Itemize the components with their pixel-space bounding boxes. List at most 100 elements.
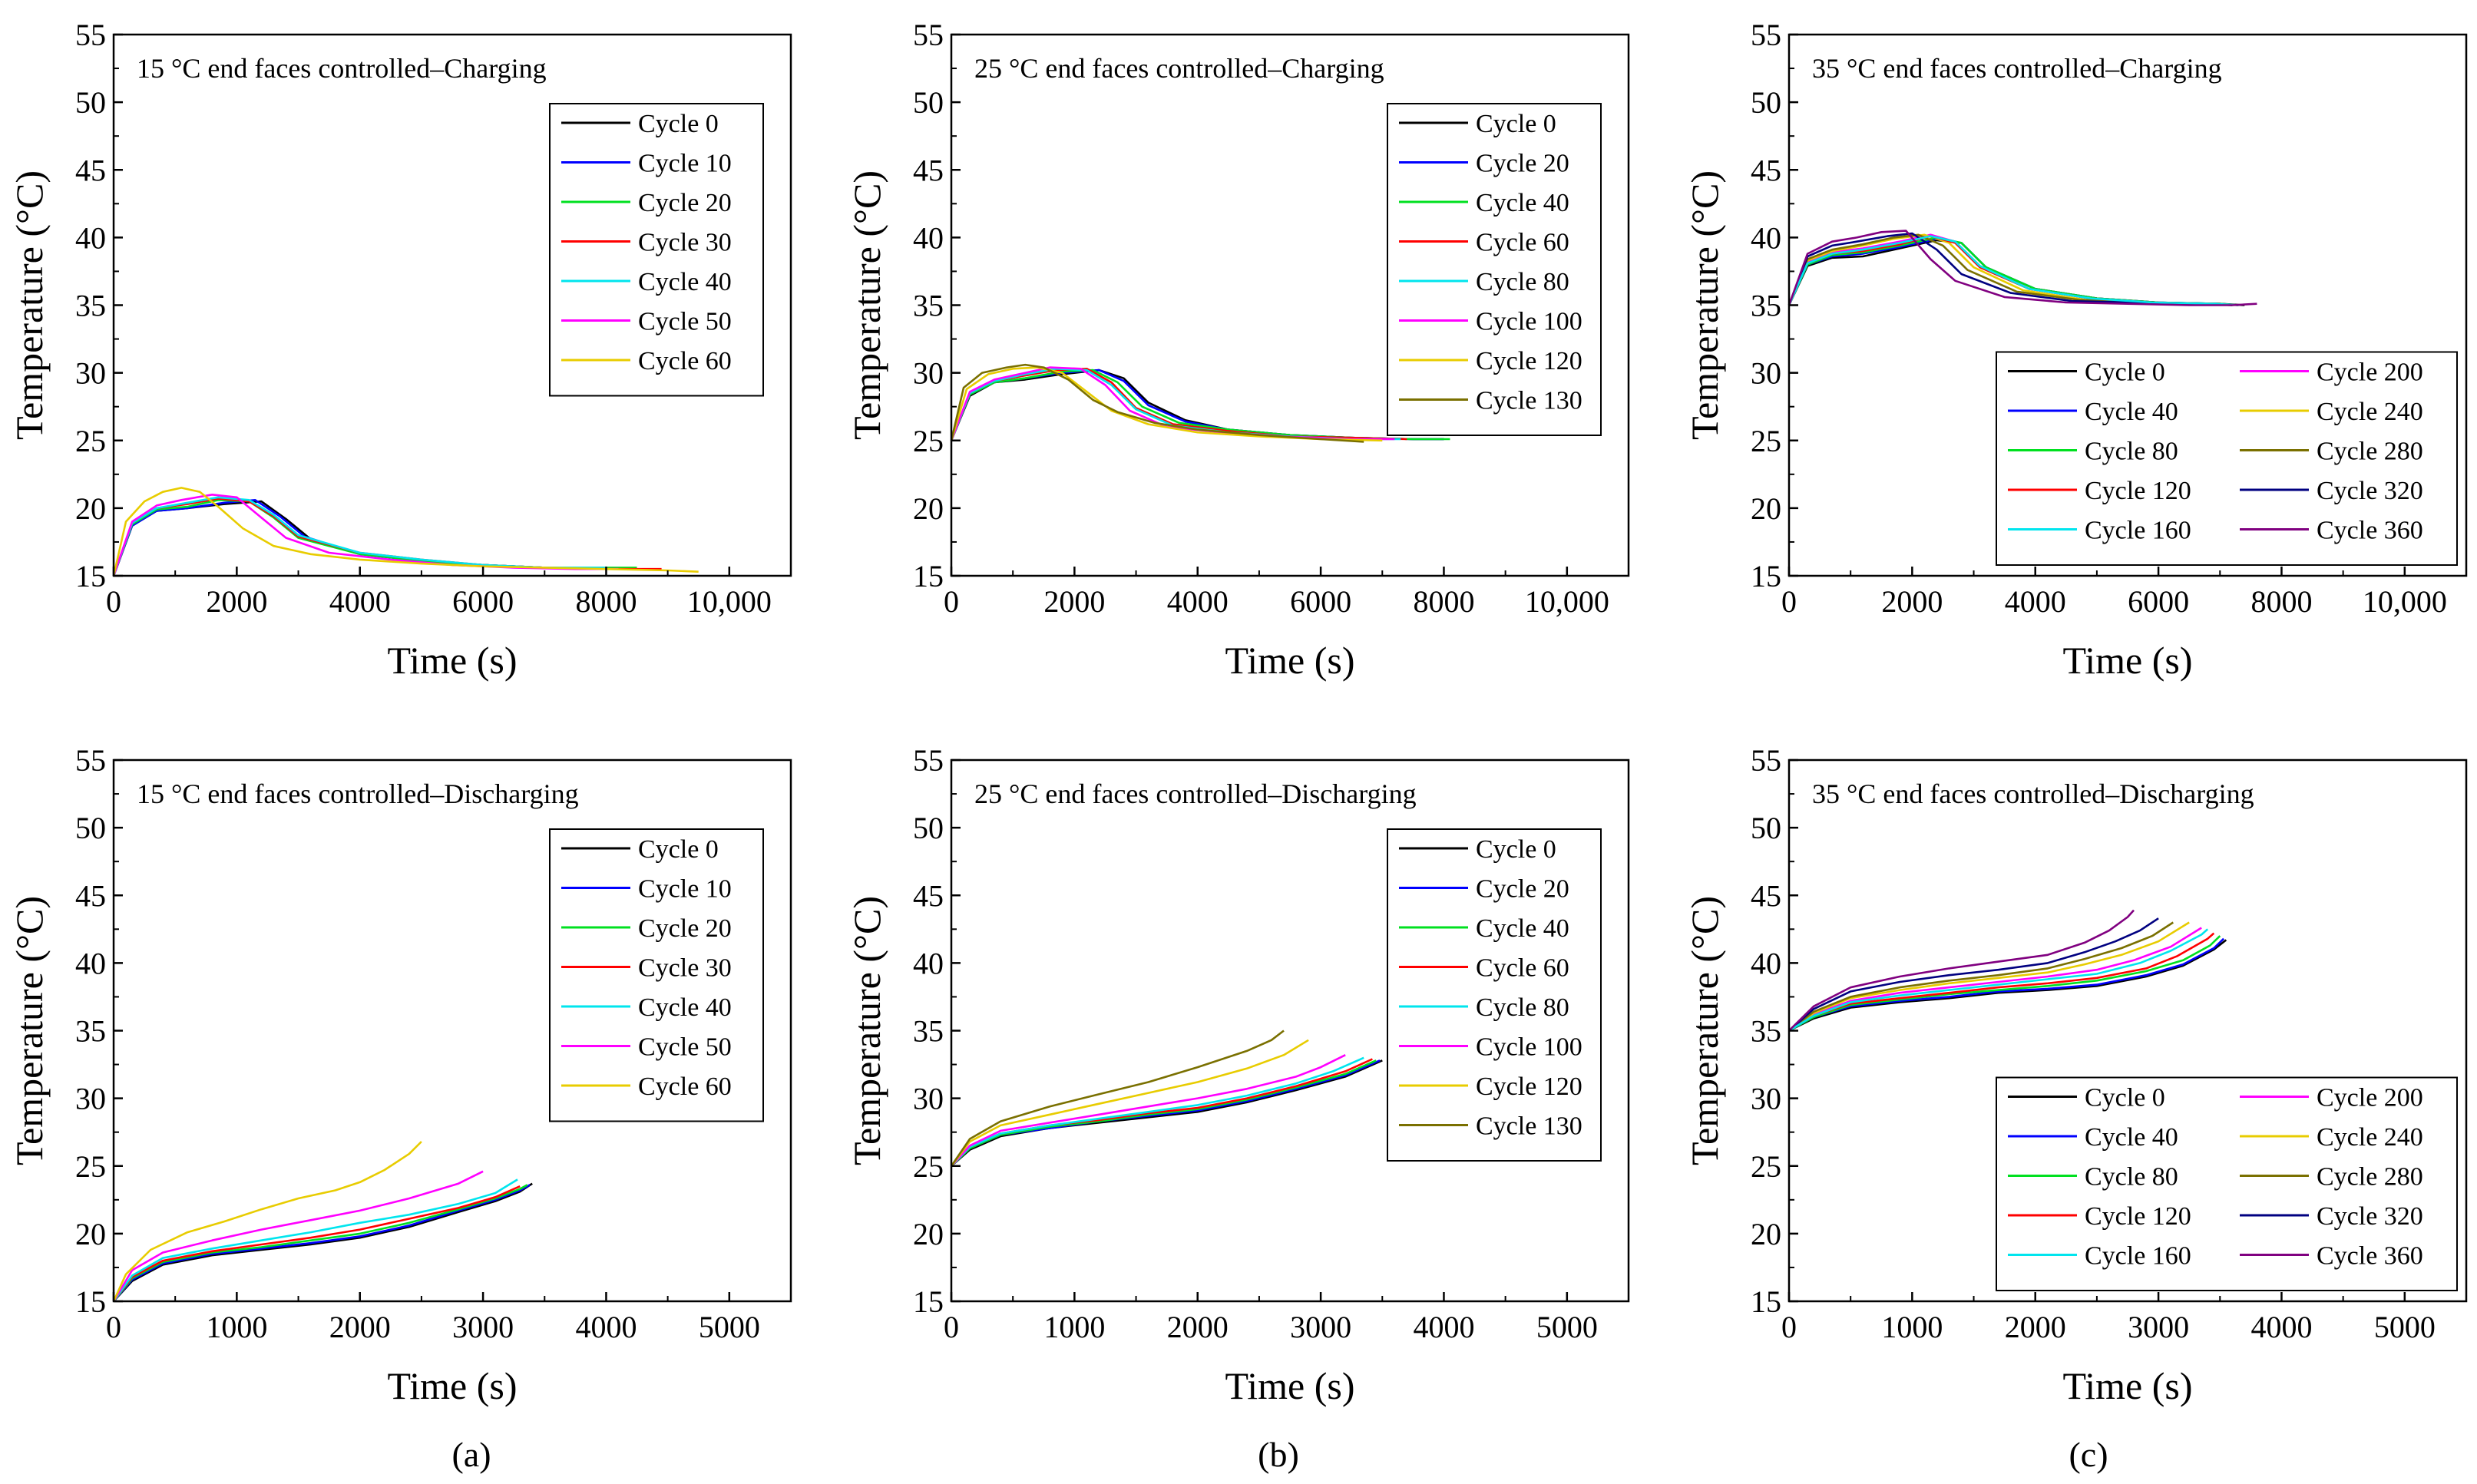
x-tick-label: 6000 (1290, 584, 1351, 619)
y-tick-label: 50 (1751, 811, 1781, 845)
x-tick-label: 5000 (1536, 1310, 1598, 1344)
legend-item-label: Cycle 240 (2317, 1123, 2423, 1152)
series-line-cycle-280 (1787, 233, 2233, 306)
y-tick-label: 35 (1751, 289, 1781, 323)
y-tick-label: 40 (913, 946, 944, 980)
x-tick-label: 10,000 (2363, 584, 2447, 619)
y-tick-label: 30 (1751, 356, 1781, 391)
panel-title: 35 °C end faces controlled–Charging (1812, 53, 2222, 84)
legend-box (549, 828, 764, 1122)
series-line-cycle-360 (1788, 909, 2135, 1032)
legend-item-label: Cycle 160 (2085, 517, 2191, 545)
x-tick-label: 3000 (2128, 1310, 2189, 1344)
y-tick-label: 35 (1751, 1014, 1781, 1049)
legend-item-label: Cycle 30 (638, 954, 732, 983)
legend-item-label: Cycle 320 (2317, 1202, 2423, 1231)
series-line-cycle-80 (951, 1056, 1364, 1167)
series-group (1788, 909, 2227, 1032)
chart-c-discharging: 0 1000 2000 3000 4000 5000 15 20 25 30 35 40 45 50 55 T… (1683, 743, 2468, 1407)
y-tick-label: 55 (75, 18, 106, 52)
chart-a-charging: 0 2000 4000 6000 8000 10,000 15 20 25 30 35 40 45 50 5… (8, 18, 792, 682)
series-line-cycle-0 (112, 500, 625, 577)
x-tick-label: 8000 (2250, 584, 2312, 619)
y-tick-label: 45 (1751, 153, 1781, 187)
legend-item-label: Cycle 40 (2085, 398, 2178, 426)
legend-item-label: Cycle 20 (1476, 875, 1569, 904)
x-tick-label: 4000 (1413, 1310, 1474, 1344)
series-line-cycle-160 (1788, 928, 2209, 1032)
legend-item-label: Cycle 120 (1476, 1073, 1582, 1101)
series-line-cycle-160 (1787, 235, 2239, 306)
legend-item-label: Cycle 80 (2085, 1163, 2178, 1191)
legend-item-label: Cycle 360 (2317, 1242, 2423, 1271)
legend-item-label: Cycle 0 (1476, 110, 1556, 138)
series-line-cycle-40 (112, 1178, 518, 1302)
panel-title: 15 °C end faces controlled–Discharging (137, 778, 579, 809)
legend-item-label: Cycle 130 (1476, 1112, 1582, 1141)
legend-item-label: Cycle 320 (2317, 477, 2423, 505)
y-tick-label: 45 (75, 878, 106, 913)
panel-title: 35 °C end faces controlled–Discharging (1812, 778, 2254, 809)
x-tick-label: 0 (1781, 584, 1797, 619)
x-axis-label: Time (s) (387, 639, 517, 682)
y-tick-label: 50 (913, 811, 944, 845)
y-tick-label: 50 (1751, 85, 1781, 120)
x-tick-label: 3000 (452, 1310, 514, 1344)
legend-item-label: Cycle 80 (1476, 993, 1569, 1022)
x-tick-label: 4000 (2250, 1310, 2312, 1344)
panel-letter-c: (c) (2069, 1435, 2108, 1474)
series-line-cycle-320 (1787, 232, 2233, 306)
y-tick-label: 25 (75, 1149, 106, 1184)
y-tick-label: 15 (913, 559, 944, 593)
series-line-cycle-30 (112, 497, 662, 577)
legend-item-label: Cycle 120 (1476, 347, 1582, 375)
y-tick-label: 55 (1751, 18, 1781, 52)
series-line-cycle-60 (112, 487, 699, 577)
legend: Cycle 0 Cycle 20 Cycle 40 Cycle 60 Cycle 80 C… (1387, 828, 1602, 1162)
x-tick-label: 1000 (1881, 1310, 1943, 1344)
y-tick-label: 20 (75, 491, 106, 526)
legend-item-label: Cycle 120 (2085, 477, 2191, 505)
x-axis-label: Time (s) (2062, 1364, 2192, 1407)
y-axis-label: Temperature (°C) (8, 896, 51, 1165)
series-line-cycle-40 (1788, 937, 2225, 1032)
panel-letter-a: (a) (451, 1435, 491, 1474)
series-line-cycle-280 (1788, 921, 2174, 1032)
series-line-cycle-360 (1787, 230, 2257, 306)
series-line-cycle-10 (113, 1184, 531, 1302)
y-tick-label: 15 (1751, 1284, 1781, 1319)
legend-item-label: Cycle 40 (1476, 914, 1569, 943)
y-tick-label: 25 (913, 424, 944, 458)
legend-item-label: Cycle 20 (638, 189, 732, 217)
y-tick-label: 15 (1751, 559, 1781, 593)
x-tick-label: 0 (1781, 1310, 1797, 1344)
x-tick-label: 2000 (1043, 584, 1105, 619)
y-tick-label: 15 (913, 1284, 944, 1319)
series-line-cycle-30 (112, 1185, 521, 1302)
panels: 0 2000 4000 6000 8000 10,00015202530354045505… (8, 18, 2468, 1407)
x-tick-label: 2000 (206, 584, 267, 619)
y-tick-label: 20 (75, 1217, 106, 1251)
series-line-cycle-20 (112, 498, 637, 577)
legend-item-label: Cycle 60 (1476, 954, 1569, 983)
legend-item-label: Cycle 280 (2317, 438, 2423, 466)
x-tick-label: 0 (944, 584, 959, 619)
y-tick-label: 20 (913, 491, 944, 526)
legend: Cycle 0 Cycle 200 Cycle 40 Cycle 240 Cycle 8… (1996, 1076, 2458, 1291)
legend-item-label: Cycle 40 (638, 268, 732, 296)
series-line-cycle-0 (951, 1059, 1383, 1167)
x-tick-label: 1000 (1043, 1310, 1105, 1344)
x-tick-label: 3000 (1290, 1310, 1351, 1344)
x-tick-label: 5000 (2374, 1310, 2436, 1344)
y-tick-label: 25 (913, 1149, 944, 1184)
legend: Cycle 0 Cycle 20 Cycle 40 Cycle 60 Cycle 80 C… (1387, 103, 1602, 436)
x-tick-label: 5000 (699, 1310, 760, 1344)
legend-item-label: Cycle 60 (638, 1073, 732, 1101)
legend-item-label: Cycle 40 (638, 993, 732, 1022)
x-axis-label: Time (s) (1225, 639, 1354, 682)
panel-letter-b: (b) (1258, 1435, 1299, 1474)
legend-item-label: Cycle 360 (2317, 517, 2423, 545)
legend-item-label: Cycle 60 (638, 347, 732, 375)
x-tick-label: 0 (944, 1310, 959, 1344)
y-tick-label: 55 (75, 743, 106, 778)
